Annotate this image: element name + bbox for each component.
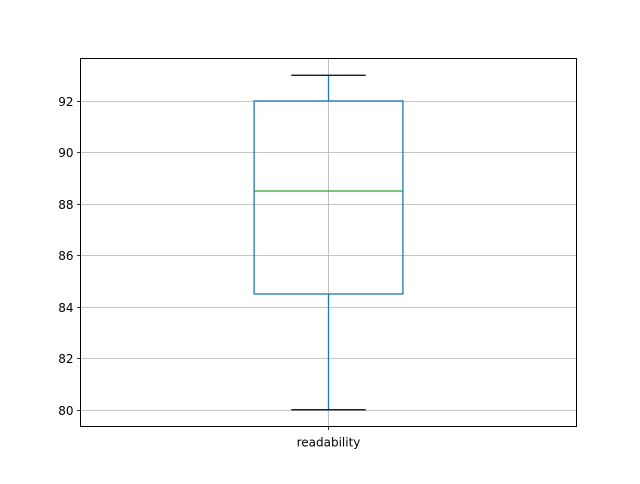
y-tick-label: 90 xyxy=(58,146,73,160)
y-axis: 80 82 84 86 88 90 92 xyxy=(58,95,81,418)
x-axis: readability xyxy=(297,426,361,450)
y-tick-label: 92 xyxy=(58,95,73,109)
iqr-box xyxy=(253,100,404,295)
y-tick-label: 88 xyxy=(58,198,73,212)
x-tick-label: readability xyxy=(297,436,361,450)
box-readability xyxy=(253,74,404,411)
y-tick-label: 84 xyxy=(58,301,73,315)
boxes xyxy=(253,74,404,411)
y-tick-label: 82 xyxy=(58,352,73,366)
y-tick-label: 80 xyxy=(58,404,73,418)
y-tick-label: 86 xyxy=(58,249,73,263)
